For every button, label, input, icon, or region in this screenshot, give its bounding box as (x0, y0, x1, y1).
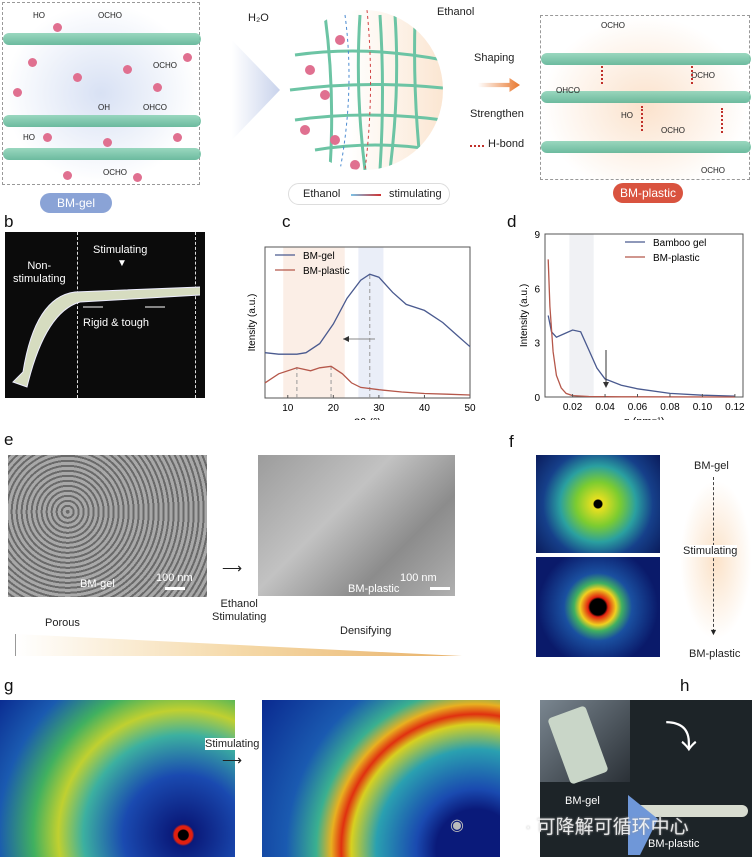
panel-a: a HO OCHO OCHO OHCO OH HO OCHO BM-gel H₂… (0, 0, 752, 213)
photo-stimulated-gel-strip: Non- stimulating Stimulating ▼ Rigid & t… (5, 232, 205, 398)
rigid-tough-label: Rigid & tough (83, 317, 150, 329)
down-arrow-icon: ▼ (117, 258, 127, 269)
y-axis-label: Itensity (a.u.) (247, 294, 258, 352)
fiber-network-illustration (289, 10, 443, 170)
series-line-bm-gel (264, 273, 471, 355)
legend-label: BM-plastic (303, 266, 350, 277)
scale-bar (165, 587, 185, 590)
x-tick-label: 0.04 (595, 402, 615, 413)
legend-label: BM-plastic (653, 253, 700, 264)
series-line-bm-plastic (264, 365, 471, 396)
hbond-label: H-bond (488, 138, 525, 150)
arrowhead-down-icon: ▼ (709, 627, 718, 637)
f-stimulating-label: Stimulating (683, 545, 738, 557)
legend-label: Bamboo gel (653, 238, 706, 249)
x-tick-label: 30 (373, 403, 385, 414)
x-tick-label: 40 (419, 403, 431, 414)
watermark: · 可降解可循环中心 (525, 817, 689, 838)
bm-plastic-pill: BM-plastic (613, 183, 683, 203)
wechat-icon: ◉ (450, 817, 464, 834)
sem-image-bm-gel: BM-gel 100 nm (8, 455, 207, 597)
porous-label: Porous (45, 617, 80, 629)
panel-label-f: f (509, 432, 514, 451)
y-tick-label: 0 (534, 393, 540, 404)
g-right-arrow-icon: ⟶ (222, 752, 243, 768)
bm-gel-pill: BM-gel (40, 193, 112, 213)
f-glow (680, 480, 752, 640)
densifying-label: Densifying (340, 625, 392, 637)
gel-strip-illustration (12, 286, 201, 388)
x-tick-label: 20 (328, 403, 340, 414)
highlight-band (569, 234, 594, 397)
highlight-band (358, 247, 384, 398)
photo-bm-gel-bm-plastic: ⤵ BM-gel BM-plastic (540, 700, 752, 857)
hbond-legend-icon (470, 145, 484, 147)
ethanol-stimulating-legend: Ethanol stimulating (288, 183, 450, 205)
x-axis-label: q (nm⁻¹) (623, 416, 664, 420)
saxs-pattern-bm-gel (536, 455, 660, 553)
f-bm-plastic-label: BM-plastic (689, 648, 741, 660)
y-axis-label: Intensity (a.u.) (519, 284, 530, 347)
network-circle (285, 10, 443, 170)
x-tick-label: 0.08 (660, 402, 680, 413)
xrd-chart: 10 20 30 40 50 2θ (°) Itensity (a.u.) BM-gel BM-… (247, 246, 476, 420)
saxs-pattern-bm-plastic (536, 557, 660, 657)
y-tick-label: 9 (534, 230, 540, 241)
sem-image-bm-plastic: BM-plastic 100 nm (258, 455, 455, 596)
bm-plastic-schematic: OCHO OCHO OHCO HO OCHO OCHO (540, 15, 751, 180)
bm-gel-schematic: HO OCHO OCHO OHCO OH HO OCHO (2, 2, 201, 185)
shaping-label: Shaping (474, 52, 515, 64)
strengthen-label: Strengthen (470, 108, 524, 120)
waxs-pattern-bm-gel (0, 700, 235, 857)
waxs-pattern-bm-plastic (262, 700, 500, 857)
orange-arrow-icon (478, 78, 520, 92)
x-tick-label: 10 (282, 403, 294, 414)
y-tick-label: 6 (534, 284, 540, 295)
curved-arrow-icon: ⤵ (665, 719, 698, 755)
zoom-wedge (232, 40, 280, 140)
x-tick-label: 0.06 (628, 402, 648, 413)
panel-label-g: g (4, 676, 14, 695)
series-line-bamboo-gel (547, 315, 735, 397)
x-axis-label: 2θ (°) (354, 417, 381, 420)
panel-label-h: h (680, 676, 690, 695)
water-label: H₂O (248, 12, 269, 24)
non-stimulating-label: Non- stimulating (13, 260, 66, 285)
x-tick-label: 0.10 (693, 402, 713, 413)
x-tick-label: 0.12 (725, 402, 745, 413)
x-tick-label: 50 (464, 403, 476, 414)
densification-gradient-wedge (15, 634, 462, 656)
g-stimulating-label: Stimulating (205, 738, 260, 750)
saxs-chart: 0.02 0.04 0.06 0.08 0.10 0.12 0 3 6 9 q (nm⁻¹) Inte… (519, 230, 745, 420)
f-bm-gel-label: BM-gel (694, 460, 729, 472)
gradient-arrow-icon (351, 194, 381, 196)
right-arrow-icon: ⟶ (222, 560, 243, 576)
panel-label-e: e (4, 430, 14, 449)
ethanol-stimulating-label: Ethanol Stimulating (212, 598, 267, 623)
shift-arrowhead (343, 336, 349, 342)
plot-frame (264, 246, 471, 399)
ethanol-label: Ethanol (437, 6, 475, 18)
panel-label-d: d (507, 212, 517, 231)
decrease-arrowhead (603, 382, 609, 388)
legend-label: BM-gel (303, 251, 335, 262)
panel-label-b: b (4, 212, 14, 231)
panel-label-c: c (282, 212, 291, 231)
y-tick-label: 3 (534, 339, 540, 350)
x-tick-label: 0.02 (563, 402, 583, 413)
stimulating-label: Stimulating (93, 244, 148, 256)
